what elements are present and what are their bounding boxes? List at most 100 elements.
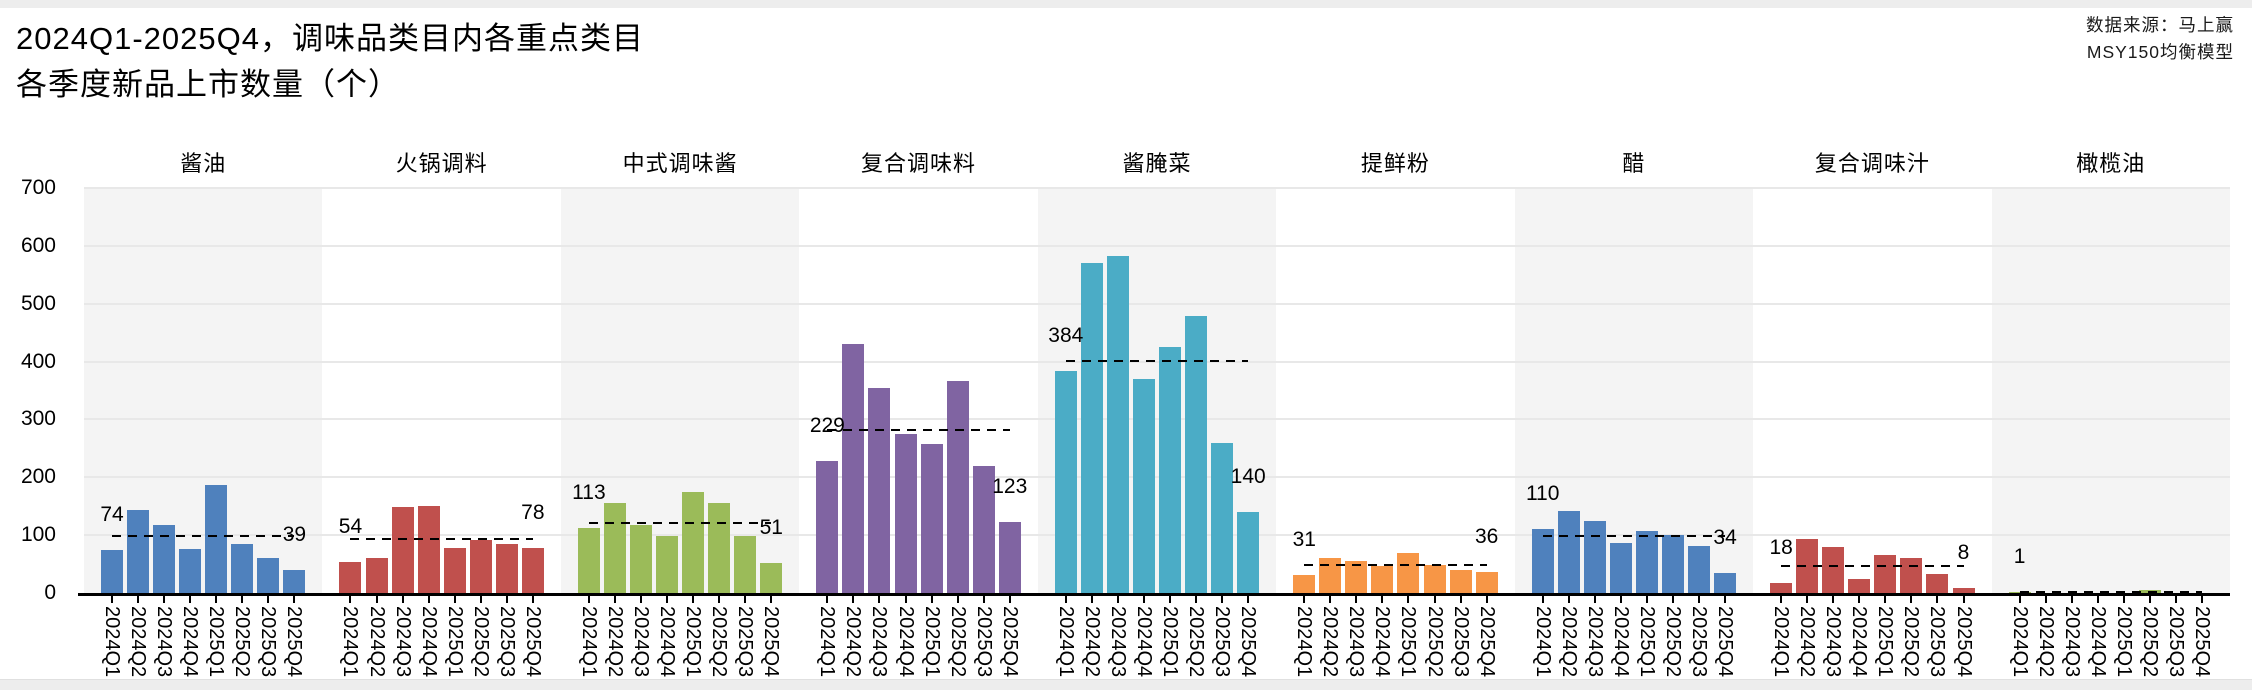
y-axis-label: 600 <box>20 233 56 257</box>
x-tick-mark <box>241 596 244 603</box>
y-axis-label: 0 <box>44 581 56 604</box>
x-tick-label: 2024Q1 <box>577 606 600 678</box>
data-source-line2: MSY150均衡模型 <box>2086 42 2234 62</box>
bar <box>1609 542 1632 593</box>
y-axis-label: 200 <box>20 465 56 489</box>
x-tick-label: 2024Q4 <box>417 606 440 678</box>
x-tick-label: 2024Q1 <box>1054 606 1077 678</box>
x-tick-label: 2024Q4 <box>1371 606 1394 678</box>
x-tick-label: 2025Q2 <box>1185 606 1208 678</box>
bar <box>257 557 280 593</box>
x-tick-label: 2025Q2 <box>469 606 492 678</box>
x-tick-label: 2024Q1 <box>339 606 362 678</box>
bar <box>920 443 943 593</box>
x-tick-label: 2024Q2 <box>2034 606 2057 678</box>
x-tick-label: 2024Q3 <box>868 606 891 678</box>
x-tick-mark <box>1541 596 1544 603</box>
x-tick-label: 2025Q1 <box>1874 606 1897 678</box>
bar <box>1371 566 1394 593</box>
x-tick-mark <box>267 596 270 603</box>
panel-bg <box>1037 188 1277 593</box>
x-tick-label: 2024Q2 <box>127 606 150 678</box>
x-tick-mark <box>189 596 192 603</box>
x-tick-mark <box>1645 596 1648 603</box>
x-tick-mark <box>1064 596 1067 603</box>
x-tick-mark <box>982 596 985 603</box>
x-tick-label: 2024Q1 <box>2008 606 2031 678</box>
mean-line <box>2019 591 2202 594</box>
x-tick-mark <box>852 596 855 603</box>
x-tick-label: 2025Q1 <box>205 606 228 678</box>
x-tick-mark <box>1407 596 1410 603</box>
x-tick-label: 2024Q2 <box>842 606 865 678</box>
bar <box>101 550 124 593</box>
bar <box>1952 588 1975 593</box>
x-tick-mark <box>2070 596 2073 603</box>
bar <box>1237 512 1260 593</box>
x-tick-mark <box>1780 596 1783 603</box>
x-tick-label: 2025Q1 <box>1397 606 1420 678</box>
x-tick-label: 2025Q3 <box>1688 606 1711 678</box>
bar <box>283 570 306 593</box>
x-tick-label: 2024Q2 <box>1796 606 1819 678</box>
x-tick-mark <box>1619 596 1622 603</box>
first-value-label: 54 <box>338 514 363 538</box>
bar <box>365 557 388 593</box>
x-tick-mark <box>1593 596 1596 603</box>
x-tick-label: 2025Q4 <box>1237 606 1260 678</box>
x-tick-label: 2025Q1 <box>443 606 466 678</box>
mean-line <box>1542 535 1726 538</box>
x-tick-label: 2025Q4 <box>521 606 544 678</box>
x-tick-label: 2025Q4 <box>1714 606 1737 678</box>
x-tick-mark <box>640 596 643 603</box>
x-tick-label: 2024Q4 <box>2086 606 2109 678</box>
bar <box>577 527 600 593</box>
bar <box>1319 558 1342 593</box>
x-tick-mark <box>1355 596 1358 603</box>
mean-line <box>827 428 1010 431</box>
panel-title: 复合调味料 <box>861 151 977 176</box>
bar <box>1132 378 1155 593</box>
first-value-label: 384 <box>1048 323 1084 347</box>
bar <box>205 485 228 593</box>
last-value-label: 123 <box>992 474 1028 498</box>
first-value-label: 31 <box>1292 528 1316 552</box>
bar <box>816 460 839 593</box>
x-tick-label: 2024Q3 <box>153 606 176 678</box>
first-value-label: 229 <box>809 413 845 437</box>
bar <box>495 544 518 593</box>
mean-line <box>350 538 533 541</box>
panel-title: 中式调味酱 <box>622 151 738 176</box>
first-value-label: 110 <box>1525 482 1560 506</box>
panel-bg <box>1753 188 1992 593</box>
x-tick-mark <box>956 596 959 603</box>
x-tick-label: 2024Q1 <box>816 606 839 678</box>
bar <box>1635 530 1658 593</box>
panel-title: 酱油 <box>180 151 227 176</box>
x-tick-mark <box>163 596 166 603</box>
x-tick-mark <box>1459 596 1462 603</box>
bar <box>443 548 466 593</box>
x-tick-mark <box>930 596 933 603</box>
x-tick-label: 2025Q4 <box>2190 606 2213 678</box>
panel-title: 复合调味汁 <box>1814 151 1930 176</box>
x-tick-label: 2025Q3 <box>2164 606 2187 678</box>
bar <box>179 549 202 593</box>
data-source-line1: 数据来源：马上赢 <box>2086 15 2234 35</box>
bar <box>708 502 731 593</box>
last-value-label: 8 <box>1957 541 1970 565</box>
x-tick-mark <box>692 596 695 603</box>
x-tick-mark <box>293 596 296 603</box>
x-tick-mark <box>718 596 721 603</box>
x-tick-mark <box>215 596 218 603</box>
y-axis-label: 100 <box>20 523 56 547</box>
x-tick-mark <box>349 596 352 603</box>
x-tick-label: 2025Q2 <box>1900 606 1923 678</box>
x-tick-label: 2025Q2 <box>1661 606 1684 678</box>
gridline <box>84 476 2230 479</box>
last-value-label: 36 <box>1474 525 1499 549</box>
bar <box>1397 552 1420 593</box>
panel-title: 火锅调料 <box>395 151 488 176</box>
x-tick-mark <box>479 596 482 603</box>
